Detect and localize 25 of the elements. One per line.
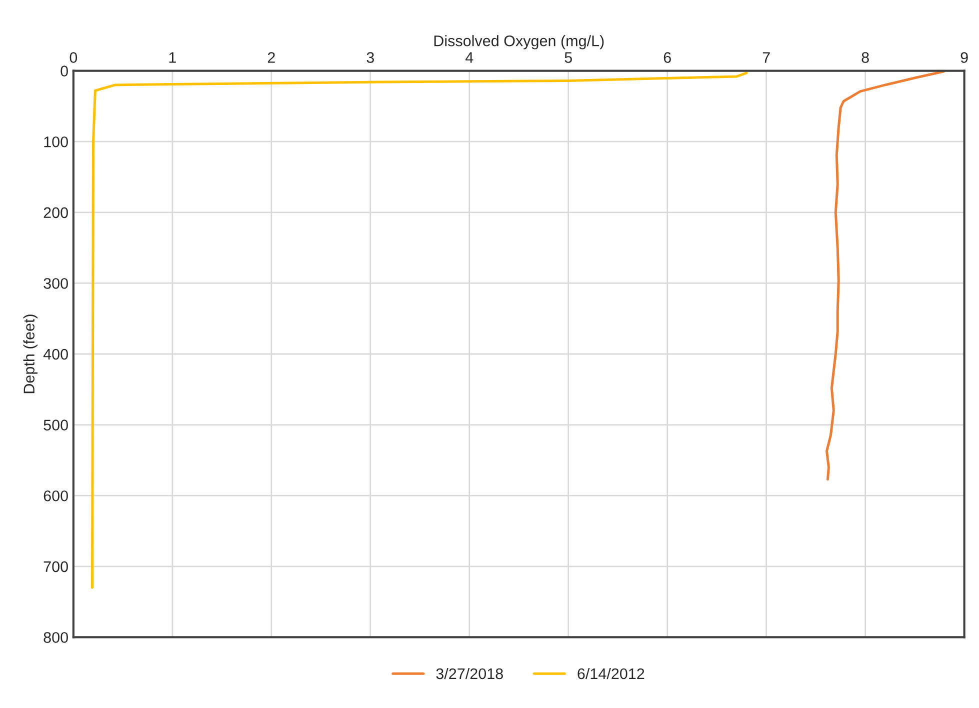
y-tick-label: 700 bbox=[44, 561, 68, 572]
y-tick-label: 300 bbox=[44, 278, 68, 289]
x-tick-label: 9 bbox=[960, 52, 968, 63]
x-tick-label: 5 bbox=[564, 52, 572, 63]
x-tick-label: 3 bbox=[366, 52, 374, 63]
x-tick-label: 0 bbox=[70, 52, 78, 63]
x-tick-label: 4 bbox=[465, 52, 474, 63]
x-tick-label: 1 bbox=[169, 52, 176, 63]
y-tick-label: 600 bbox=[44, 490, 68, 502]
x-tick-label: 6 bbox=[664, 52, 671, 63]
y-tick-label: 200 bbox=[44, 207, 68, 218]
line-series bbox=[90, 72, 748, 589]
y-tick-label: 0 bbox=[60, 66, 68, 76]
x-tick-label: 7 bbox=[762, 52, 770, 63]
y-axis-title: Depth (feet) bbox=[23, 314, 38, 394]
y-tick-label: 500 bbox=[44, 420, 68, 430]
x-tick-label: 8 bbox=[862, 52, 869, 63]
y-tick-label: 100 bbox=[44, 136, 68, 148]
y-tick-label: 400 bbox=[43, 348, 68, 360]
line-series bbox=[825, 70, 945, 481]
x-tick-label: 2 bbox=[268, 52, 275, 63]
legend-label: 6/14/2012 bbox=[578, 668, 644, 680]
x-axis-title: Dissolved Oxygen (mg/L) bbox=[434, 35, 604, 50]
y-tick-label: 800 bbox=[44, 632, 68, 643]
legend-label: 3/27/2018 bbox=[436, 668, 503, 680]
